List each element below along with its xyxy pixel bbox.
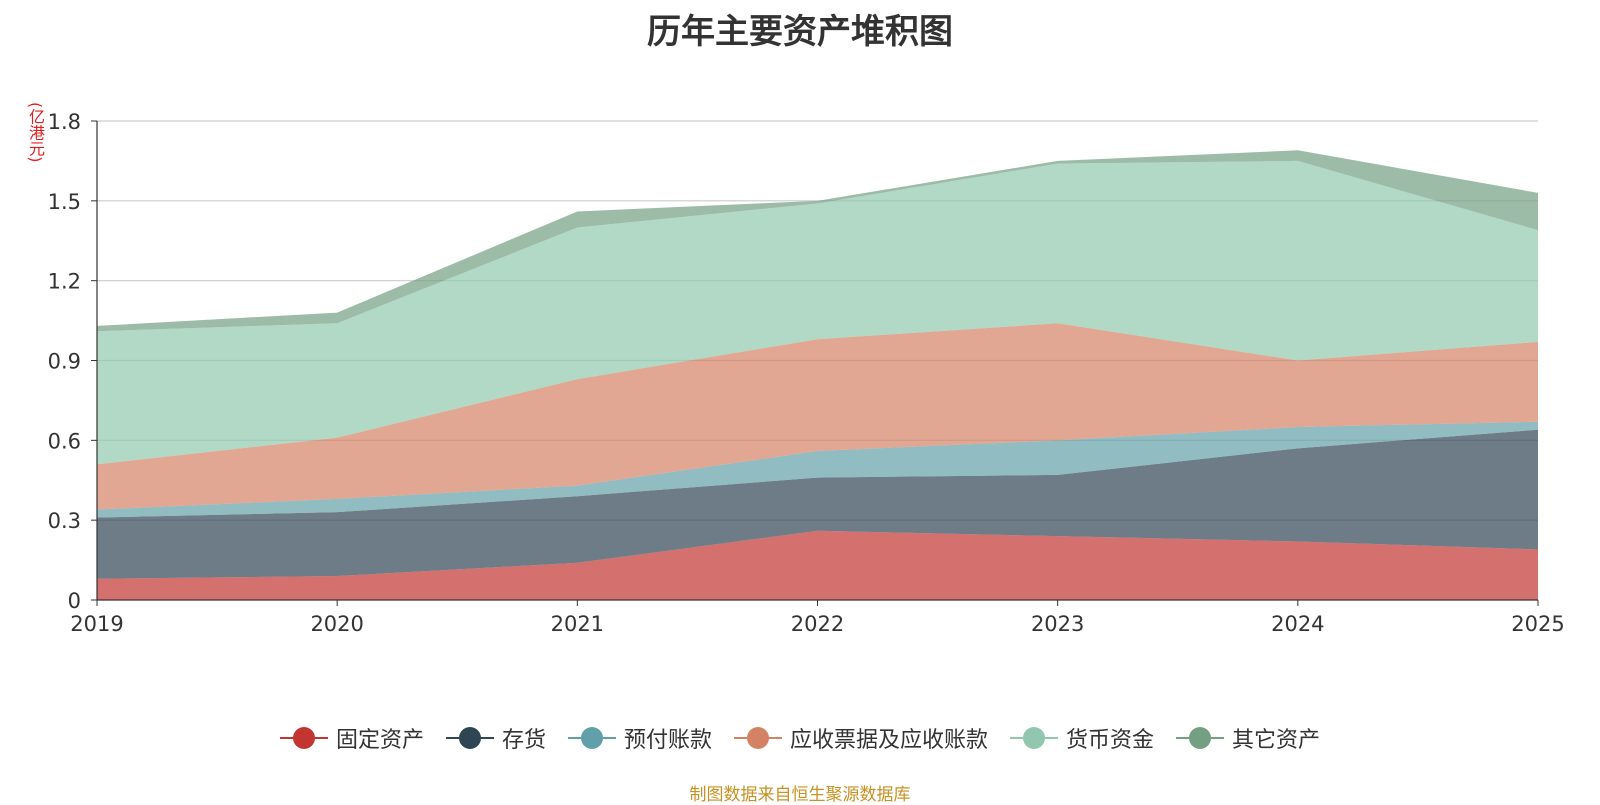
legend-item[interactable]: 预付账款 <box>567 722 712 754</box>
legend-label: 预付账款 <box>623 728 712 753</box>
area-series-存货 <box>97 429 1538 579</box>
y-tick-label: 0 <box>68 589 81 613</box>
x-tick-label: 2022 <box>791 612 844 636</box>
y-tick-label: 0.3 <box>48 509 81 533</box>
legend-label: 应收票据及应收账款 <box>790 728 989 753</box>
axes: 0 0.3 0.6 0.9 1.2 1.5 1.8 2019 2020 2021 2022 2023 2… <box>48 110 1565 636</box>
y-axis-unit-label: (亿港元) <box>26 102 45 163</box>
legend: 固定资产 存货 预付账款 应收票据及应收账款 货币资金 其它资产 <box>0 718 1600 758</box>
y-tick-label: 0.6 <box>48 429 81 453</box>
x-tick-label: 2020 <box>310 612 363 636</box>
x-tick-label: 2025 <box>1511 612 1564 636</box>
x-tick-label: 2023 <box>1031 612 1084 636</box>
y-tick-label: 1.2 <box>48 270 81 294</box>
legend-marker-icon <box>1010 725 1059 751</box>
legend-marker-icon <box>567 725 616 751</box>
chart-title: 历年主要资产堆积图 <box>647 12 953 52</box>
x-tick-label: 2024 <box>1271 612 1324 636</box>
legend-item[interactable]: 货币资金 <box>1010 722 1154 754</box>
area-series-其它资产 <box>97 150 1538 332</box>
area-series-固定资产 <box>97 530 1538 600</box>
x-tick-label: 2021 <box>551 612 604 636</box>
x-tick-label: 2019 <box>70 612 123 636</box>
y-tick-label: 0.9 <box>48 350 81 374</box>
legend-item[interactable]: 固定资产 <box>279 722 424 754</box>
legend-item[interactable]: 其它资产 <box>1176 722 1320 754</box>
legend-item[interactable]: 存货 <box>445 722 546 754</box>
legend-label: 存货 <box>501 728 546 753</box>
legend-marker-icon <box>445 725 494 751</box>
y-tick-label: 1.5 <box>48 190 81 214</box>
legend-marker-icon <box>279 725 328 751</box>
legend-label: 其它资产 <box>1232 728 1321 753</box>
source-note: 制图数据来自恒生聚源数据库 <box>689 785 911 805</box>
legend-marker-icon <box>1176 725 1225 751</box>
area-series-应收票据及应收账款 <box>97 323 1538 510</box>
legend-marker-icon <box>734 725 782 751</box>
stacked-areas <box>97 150 1538 600</box>
area-series-货币资金 <box>97 160 1538 465</box>
legend-label: 货币资金 <box>1066 728 1155 753</box>
y-tick-label: 1.8 <box>48 110 81 134</box>
area-series-预付账款 <box>97 421 1538 518</box>
legend-item[interactable]: 应收票据及应收账款 <box>734 722 988 754</box>
legend-label: 固定资产 <box>335 728 424 753</box>
